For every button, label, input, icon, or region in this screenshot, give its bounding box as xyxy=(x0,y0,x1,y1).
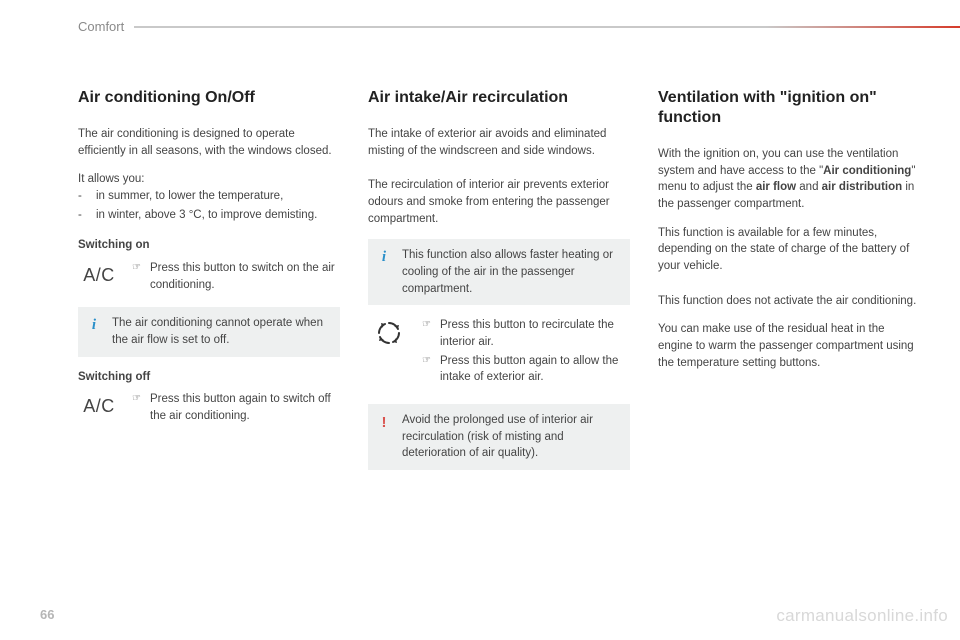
pointer-icon: ☞ xyxy=(132,391,150,424)
list-item: - in winter, above 3 °C, to improve demi… xyxy=(78,207,340,224)
vent-p4: You can make use of the residual heat in… xyxy=(658,321,920,371)
warning-box: ! Avoid the prolonged use of interior ai… xyxy=(368,404,630,470)
ac-button-icon: A/C xyxy=(78,260,120,288)
ac-on-row: A/C ☞ Press this button to switch on the… xyxy=(78,260,340,295)
switching-off-label: Switching off xyxy=(78,369,340,386)
switching-on-label: Switching on xyxy=(78,237,340,254)
ac-off-row: A/C ☞ Press this button again to switch … xyxy=(78,391,340,426)
info-text: The air conditioning cannot operate when… xyxy=(112,315,330,348)
pointer-icon: ☞ xyxy=(132,260,150,293)
column-recirc: Air intake/Air recirculation The intake … xyxy=(368,88,630,482)
ac-allows: It allows you: xyxy=(78,171,340,188)
vent-p1-e: and xyxy=(796,181,822,193)
header-gradient-line xyxy=(78,26,960,28)
ac-intro: The air conditioning is designed to oper… xyxy=(78,126,340,159)
info-box-ac: i The air conditioning cannot operate wh… xyxy=(78,307,340,356)
recirc-p2: The recirculation of interior air preven… xyxy=(368,177,630,227)
recirc-row: ☞ Press this button to recirculate the i… xyxy=(368,317,630,388)
ac-bullet-list: - in summer, to lower the temperature, -… xyxy=(78,188,340,223)
recirc-instructions: ☞ Press this button to recirculate the i… xyxy=(422,317,630,388)
bullet-text: in winter, above 3 °C, to improve demist… xyxy=(96,207,317,224)
recirc-p1: The intake of exterior air avoids and el… xyxy=(368,126,630,159)
section-title: Comfort xyxy=(78,19,134,34)
vent-p1-d: air flow xyxy=(756,181,796,193)
ac-off-instruction: Press this button again to switch off th… xyxy=(150,391,340,424)
page-number: 66 xyxy=(40,607,54,622)
info-icon: i xyxy=(376,247,392,297)
column-ventilation: Ventilation with "ignition on" function … xyxy=(658,88,920,482)
list-item: - in summer, to lower the temperature, xyxy=(78,188,340,205)
vent-p1: With the ignition on, you can use the ve… xyxy=(658,146,920,213)
ac-on-text: ☞ Press this button to switch on the air… xyxy=(132,260,340,295)
dash-icon: - xyxy=(78,207,96,224)
column-ac: Air conditioning On/Off The air conditio… xyxy=(78,88,340,482)
dash-icon: - xyxy=(78,188,96,205)
warning-text: Avoid the prolonged use of interior air … xyxy=(402,412,620,462)
ac-button-icon: A/C xyxy=(78,391,120,419)
warning-icon: ! xyxy=(376,412,392,462)
vent-p1-f: air distribution xyxy=(822,181,903,193)
content-columns: Air conditioning On/Off The air conditio… xyxy=(78,88,920,482)
vent-p1-b: Air conditioning xyxy=(823,165,911,177)
info-icon: i xyxy=(86,315,102,348)
heading-ventilation: Ventilation with "ignition on" function xyxy=(658,88,920,128)
pointer-icon: ☞ xyxy=(422,317,440,350)
info-box-recirc: i This function also allows faster heati… xyxy=(368,239,630,305)
vent-p2: This function is available for a few min… xyxy=(658,225,920,275)
recirculate-icon xyxy=(368,317,410,347)
heading-ac: Air conditioning On/Off xyxy=(78,88,340,108)
watermark: carmanualsonline.info xyxy=(776,606,948,626)
recirc-text-1: Press this button to recirculate the int… xyxy=(440,317,630,350)
info-text: This function also allows faster heating… xyxy=(402,247,620,297)
vent-p3: This function does not activate the air … xyxy=(658,293,920,310)
heading-recirc: Air intake/Air recirculation xyxy=(368,88,630,108)
pointer-icon: ☞ xyxy=(422,353,440,386)
ac-off-text: ☞ Press this button again to switch off … xyxy=(132,391,340,426)
ac-on-instruction: Press this button to switch on the air c… xyxy=(150,260,340,293)
bullet-text: in summer, to lower the temperature, xyxy=(96,188,283,205)
page-header: Comfort xyxy=(78,18,960,42)
recirc-text-2: Press this button again to allow the int… xyxy=(440,353,630,386)
